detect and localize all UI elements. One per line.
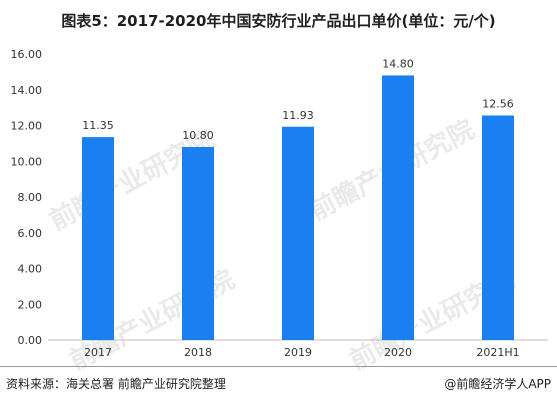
- bar-chart: 0.00 2.00 4.00 6.00 8.00 10.00 12.00 14.00 16.00…: [11, 48, 548, 359]
- bar-2018: [182, 146, 214, 340]
- data-label: 12.56: [482, 97, 514, 110]
- y-tick-label: 8.00: [18, 191, 43, 204]
- x-tick-label: 2020: [384, 346, 412, 359]
- brand-credit: @前瞻经济学人APP: [444, 377, 551, 391]
- y-tick-label: 10.00: [11, 155, 43, 168]
- x-tick-label: 2019: [284, 346, 312, 359]
- data-label: 10.80: [182, 129, 214, 142]
- x-tick-label: 2021H1: [476, 346, 519, 359]
- source-note: 资料来源：海关总署 前瞻产业研究院整理: [6, 377, 226, 391]
- x-tick-label: 2018: [184, 346, 212, 359]
- y-tick-label: 16.00: [11, 48, 43, 61]
- footer-divider: [0, 366, 557, 367]
- data-label: 11.35: [82, 119, 114, 132]
- data-label: 11.93: [282, 109, 314, 122]
- y-tick-label: 14.00: [11, 84, 43, 97]
- data-label: 14.80: [382, 57, 414, 70]
- bar-2017: [82, 137, 114, 340]
- x-tick-label: 2017: [84, 346, 112, 359]
- chart-title: 图表5：2017-2020年中国安防行业产品出口单价(单位：元/个): [61, 12, 496, 30]
- y-tick-label: 0.00: [18, 334, 43, 347]
- bar-2021H1: [482, 115, 514, 341]
- bar-2019: [282, 126, 314, 340]
- y-tick-label: 12.00: [11, 120, 43, 133]
- y-tick-label: 6.00: [18, 227, 43, 240]
- y-tick-label: 4.00: [18, 263, 43, 276]
- y-tick-label: 2.00: [18, 298, 43, 311]
- bar-2020: [382, 75, 414, 340]
